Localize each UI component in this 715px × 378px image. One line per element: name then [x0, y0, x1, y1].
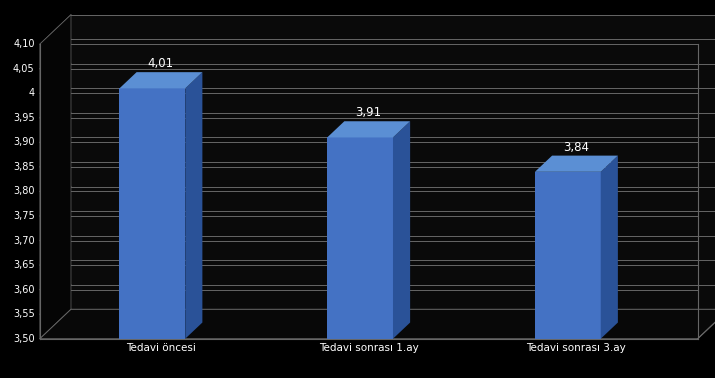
Polygon shape [535, 156, 618, 172]
Polygon shape [119, 88, 185, 339]
Text: 4,05: 4,05 [13, 64, 34, 74]
Text: 4: 4 [29, 88, 34, 98]
Text: 3,60: 3,60 [13, 285, 34, 294]
Polygon shape [393, 121, 410, 339]
Polygon shape [185, 72, 202, 339]
Text: 3,95: 3,95 [13, 113, 34, 123]
Text: 3,91: 3,91 [355, 106, 382, 119]
Text: 3,80: 3,80 [13, 186, 34, 197]
Text: 3,85: 3,85 [13, 162, 34, 172]
Text: 3,75: 3,75 [13, 211, 34, 221]
Polygon shape [327, 138, 393, 339]
Polygon shape [327, 121, 410, 138]
Polygon shape [535, 172, 601, 339]
Polygon shape [40, 15, 71, 339]
Text: Tedavi öncesi: Tedavi öncesi [126, 342, 196, 353]
Polygon shape [119, 72, 202, 88]
Text: 3,90: 3,90 [13, 137, 34, 147]
Text: 4,01: 4,01 [148, 57, 174, 70]
Text: 4,10: 4,10 [13, 39, 34, 49]
Text: msn 64 Median sinir distal motor latans: msn 64 Median sinir distal motor latans [231, 0, 506, 2]
Text: Tedavi sonrası 1.ay: Tedavi sonrası 1.ay [319, 342, 418, 353]
Polygon shape [601, 156, 618, 339]
Text: 3,50: 3,50 [13, 334, 34, 344]
Polygon shape [40, 309, 715, 339]
Text: 3,55: 3,55 [13, 309, 34, 319]
Text: 3,84: 3,84 [563, 141, 589, 153]
Text: Tedavi sonrası 3.ay: Tedavi sonrası 3.ay [526, 342, 626, 353]
Text: 3,70: 3,70 [13, 235, 34, 246]
Polygon shape [71, 15, 715, 309]
Text: 3,65: 3,65 [13, 260, 34, 270]
